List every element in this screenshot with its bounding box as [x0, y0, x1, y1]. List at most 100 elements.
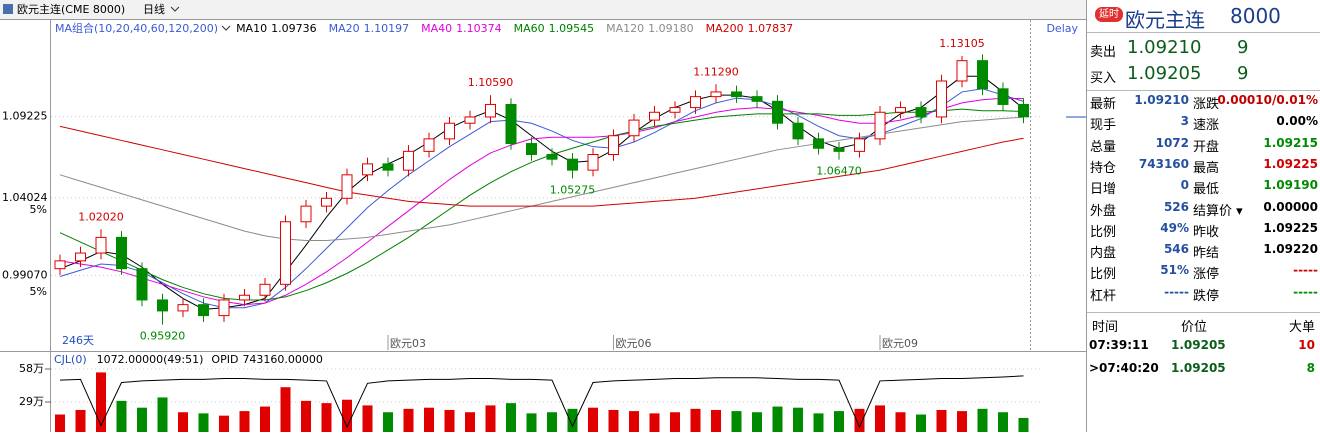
legend-value: 1.09180	[648, 22, 694, 35]
trade-cell: 1.09205	[1171, 338, 1226, 352]
volume-bar	[916, 414, 926, 435]
candle-body	[526, 143, 537, 156]
dropdown	[170, 6, 180, 12]
divider	[1087, 32, 1320, 33]
low-label: 1.05275	[550, 183, 596, 196]
legend-value: 1.07837	[748, 22, 794, 35]
candle-body	[649, 111, 660, 121]
candle-body	[177, 304, 189, 312]
volume-bar	[96, 372, 106, 435]
pct-tick-label: 5%	[30, 285, 47, 298]
candle-body	[444, 122, 455, 140]
quote-code: 8000	[1230, 4, 1281, 28]
field-value: 1.09215	[1263, 135, 1318, 150]
candle-body	[341, 174, 353, 199]
volume-bar	[157, 397, 168, 435]
volume-bar	[424, 407, 434, 435]
low-label: 0.95920	[140, 330, 186, 343]
period-label: 246天	[62, 334, 94, 347]
candle-body	[813, 138, 824, 149]
candle-body	[1018, 103, 1029, 118]
volume-bar	[690, 408, 701, 435]
volume-bar	[547, 412, 557, 435]
volume-bar	[670, 412, 680, 435]
trade-cell: 1.09205	[1171, 361, 1226, 375]
candle-body	[362, 163, 373, 176]
volume-bar	[977, 408, 988, 435]
candle-body	[505, 103, 517, 145]
opid-line	[59, 375, 1024, 429]
candle-body	[977, 60, 988, 90]
trade-cell: 10	[1298, 338, 1315, 352]
period[interactable]: 日线	[143, 2, 165, 16]
volume-bar	[854, 408, 865, 435]
ask-label: 卖出	[1090, 45, 1117, 60]
volume-bar	[55, 414, 65, 435]
candle-body	[75, 252, 86, 262]
field-label: 涨跌	[1193, 97, 1220, 112]
volume-bar	[260, 406, 270, 435]
legend-name: MA60	[514, 22, 545, 35]
field-label: 日增	[1090, 182, 1117, 198]
candle-body	[485, 103, 496, 118]
field-value: 1.09225	[1263, 220, 1318, 235]
trade-cell: 8	[1306, 361, 1315, 375]
volume-bar	[362, 405, 373, 435]
field-label: 昨结	[1193, 246, 1220, 262]
field-value: 51%	[1160, 263, 1189, 278]
candle-body	[854, 138, 865, 152]
field-label: 最高	[1193, 160, 1220, 176]
candle-body	[587, 154, 599, 171]
bid-label: 买入	[1090, 71, 1117, 86]
toolbar	[0, 0, 1086, 19]
candle-body	[669, 107, 681, 113]
volume-subtitle: 1072.00000(49:51)	[97, 353, 204, 366]
trades-header: 价位	[1181, 320, 1208, 335]
field-value: 0	[1180, 178, 1189, 193]
volume-bar	[752, 412, 762, 435]
ask-volume: 9	[1237, 37, 1249, 58]
legend-name: MA40	[421, 22, 452, 35]
volume-bar	[137, 407, 147, 435]
field-value: -----	[1164, 284, 1189, 299]
candle-body	[997, 88, 1009, 105]
field-value: 3	[1180, 114, 1189, 129]
candle-body	[690, 96, 701, 109]
field-label: 比例	[1090, 267, 1117, 283]
volume-bar	[588, 407, 598, 435]
candle-body	[792, 122, 804, 140]
legend-title[interactable]: MA组合(10,20,40,60,120,200)	[55, 21, 218, 35]
legend-name: MA200	[706, 22, 744, 35]
volume-bar	[239, 411, 250, 435]
field-label: 外盘	[1090, 203, 1117, 219]
field-value: 546	[1163, 242, 1189, 257]
y-tick-label: 29万	[19, 395, 44, 408]
field-label: 杠杆	[1090, 288, 1117, 304]
divider	[1087, 312, 1320, 313]
volume-bar	[75, 409, 86, 435]
quote-name: 欧元主连	[1125, 8, 1205, 32]
field-value: 0.00%	[1276, 114, 1318, 129]
symbol-label[interactable]: 欧元主连(CME 8000)	[17, 3, 125, 16]
field-value: -----	[1293, 284, 1318, 299]
ma-line	[59, 125, 1024, 207]
field-label: 最新	[1090, 97, 1117, 112]
delay-label: Delay	[1046, 22, 1078, 35]
low-label: 1.06470	[816, 165, 862, 178]
legend-value: 743160.00000	[242, 353, 322, 366]
volume-bar	[1018, 417, 1029, 435]
candle-body	[136, 268, 148, 301]
volume-bar	[506, 403, 516, 435]
field-label: 内盘	[1090, 246, 1117, 262]
high-label: 1.10590	[468, 76, 514, 89]
high-label: 1.13105	[939, 37, 985, 50]
candle-body	[546, 154, 558, 160]
field-value: 1072	[1155, 135, 1189, 150]
volume-bar	[936, 409, 947, 435]
high-label: 1.02020	[78, 210, 124, 223]
field-value: 1.09210	[1134, 93, 1189, 107]
candle-body	[874, 111, 886, 140]
volume-bar	[383, 412, 393, 435]
volume-bar	[711, 409, 721, 435]
volume-bar	[772, 406, 783, 435]
